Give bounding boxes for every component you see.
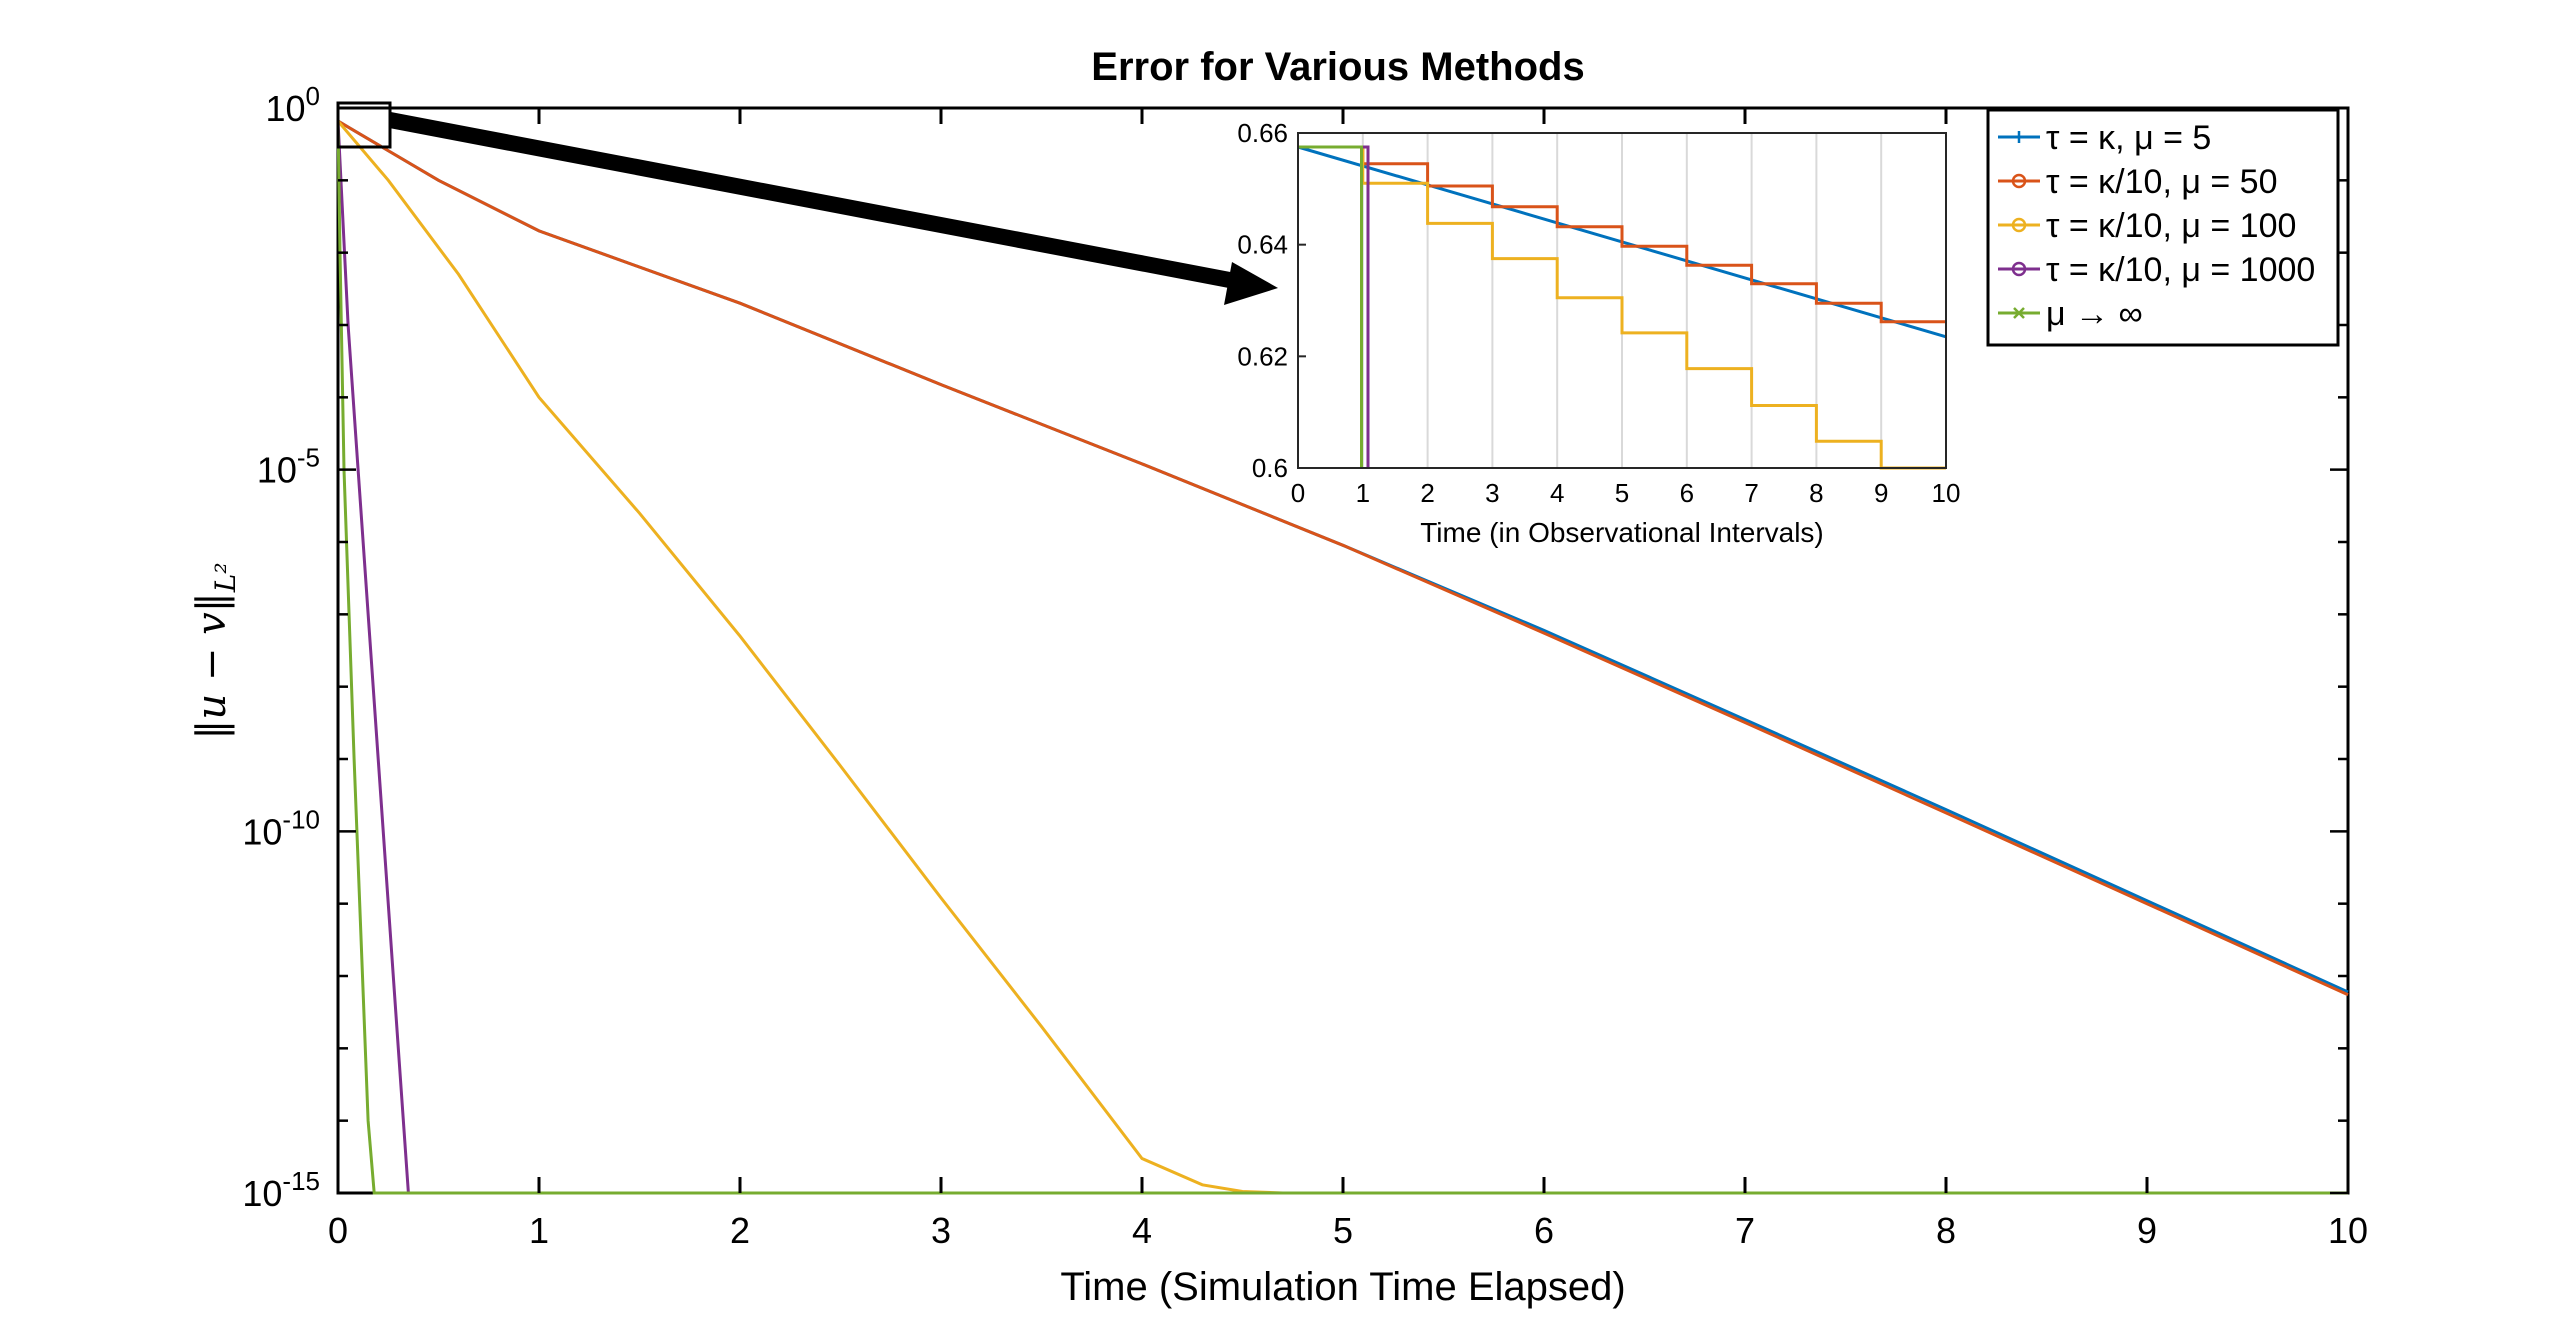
inset-y-tick-label: 0.66 <box>1237 118 1288 148</box>
x-tick-label: 2 <box>730 1210 750 1251</box>
legend-label: τ = κ, μ = 5 <box>2046 119 2211 157</box>
inset-x-tick-label: 7 <box>1744 478 1758 508</box>
inset-x-tick-label: 8 <box>1809 478 1823 508</box>
x-tick-label: 7 <box>1735 1210 1755 1251</box>
legend-group: τ = κ, μ = 5 τ = κ/10, μ = 50 τ = κ/10, μ … <box>1998 119 2315 333</box>
inset-y-tick-label: 0.62 <box>1237 341 1288 371</box>
legend-label: μ → ∞ <box>2046 295 2143 333</box>
x-tick-label: 6 <box>1534 1210 1554 1251</box>
zoom-arrow-head <box>1224 262 1278 305</box>
inset-x-tick-label: 2 <box>1420 478 1434 508</box>
chart-title: Error for Various Methods <box>1091 45 1584 89</box>
inset-x-tick-label: 3 <box>1485 478 1499 508</box>
inset-x-tick-label: 5 <box>1615 478 1629 508</box>
x-tick-label: 9 <box>2137 1210 2157 1251</box>
legend-label: τ = κ/10, μ = 50 <box>2046 163 2278 201</box>
inset-x-tick-label: 10 <box>1932 478 1961 508</box>
series-line-1 <box>337 119 2349 997</box>
y-tick-label: 10-10 <box>242 804 320 852</box>
y-tick-label: 10-15 <box>242 1166 320 1214</box>
inset-y-tick-label: 0.64 <box>1237 230 1288 260</box>
inset-series-line-1 <box>1298 145 1946 324</box>
x-axis-label: Time (Simulation Time Elapsed) <box>1060 1265 1625 1309</box>
inset-x-tick-label: 0 <box>1291 478 1305 508</box>
inset-x-tick-label: 9 <box>1874 478 1888 508</box>
x-tick-label: 8 <box>1936 1210 1956 1251</box>
inset-series-line-2 <box>1298 145 1946 470</box>
legend-label: τ = κ/10, μ = 1000 <box>2046 251 2315 289</box>
x-tick-label: 0 <box>328 1210 348 1251</box>
inset-x-tick-label: 1 <box>1356 478 1370 508</box>
y-tick-label: 100 <box>265 81 320 129</box>
inset-y-tick-label: 0.6 <box>1252 453 1288 483</box>
x-tick-label: 5 <box>1333 1210 1353 1251</box>
x-tick-label: 10 <box>2328 1210 2368 1251</box>
legend-label: τ = κ/10, μ = 100 <box>2046 207 2296 245</box>
y-tick-label: 10-5 <box>257 443 320 491</box>
x-tick-label: 3 <box>931 1210 951 1251</box>
inset-x-axis-label: Time (in Observational Intervals) <box>1420 517 1824 548</box>
zoom-arrow <box>388 112 1242 290</box>
inset-x-tick-label: 4 <box>1550 478 1564 508</box>
x-tick-label: 1 <box>529 1210 549 1251</box>
legend-box <box>1986 108 2340 347</box>
inset-series-line-4 <box>1298 145 1363 468</box>
inset-series-group <box>1297 145 1947 470</box>
x-tick-label: 4 <box>1132 1210 1152 1251</box>
inset-x-tick-label: 6 <box>1680 478 1694 508</box>
series-line-4 <box>336 121 2348 1195</box>
inset-ticks-group: 0 1 2 3 4 5 6 7 8 9 10 0.6 0.62 0.64 0.66 <box>1237 118 1960 508</box>
